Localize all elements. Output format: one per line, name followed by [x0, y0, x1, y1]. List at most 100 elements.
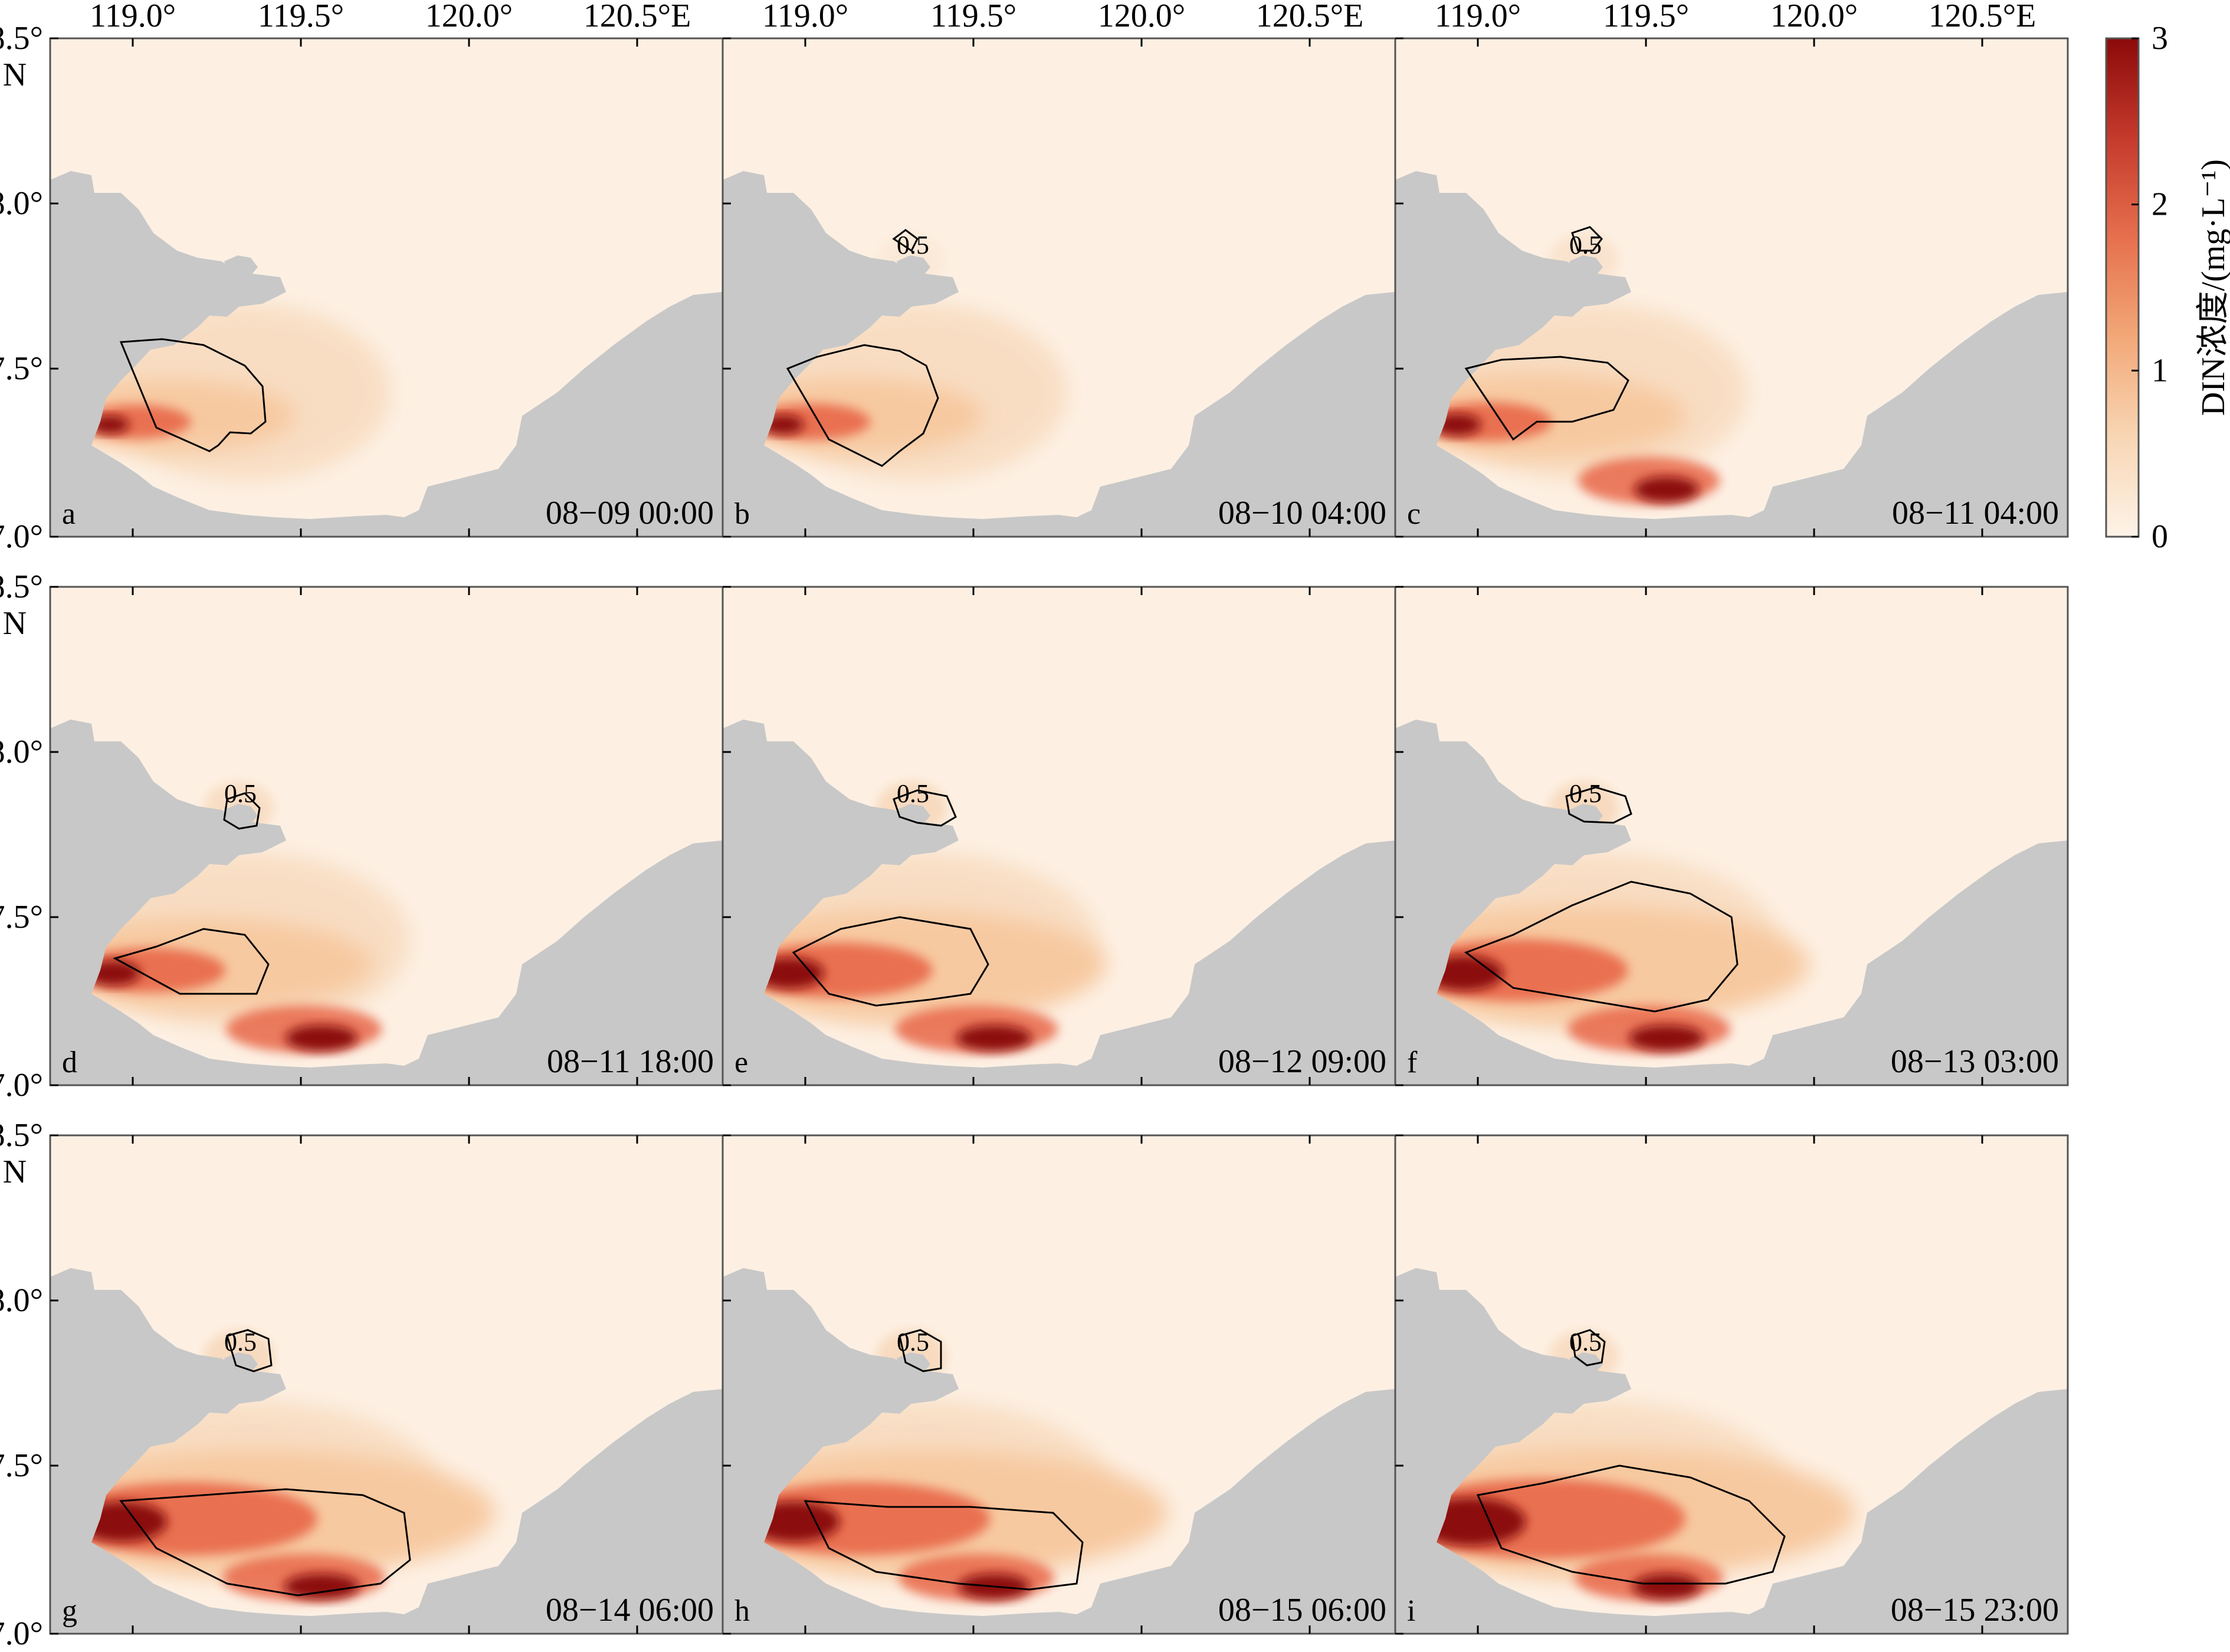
contour-label: 0.5 [1569, 231, 1602, 260]
panel-letter: d [62, 1046, 77, 1079]
colorbar-gradient [2105, 37, 2140, 538]
y-tick-label: 38.5° [0, 20, 43, 57]
panel-frame [1394, 1134, 2069, 1635]
map-panel-b: 0.5 b 08−10 04:00 119.0° 119.5° 120.0° 120.5°E [722, 0, 1396, 538]
land-bay-islands [897, 255, 930, 275]
y-tick-label: 37.0° [0, 1067, 43, 1103]
din-plume [1395, 781, 1809, 1053]
contour-lines [113, 792, 270, 995]
map-panel-d: 0.5 d 08−11 18:00 38.5° 38.0° 37.5° 37.0° N [0, 569, 724, 1103]
map-panel-h: 0.5 h 08−15 06:00 [722, 1134, 1396, 1635]
land-south [1395, 1389, 2068, 1634]
panel-letter: a [62, 497, 76, 531]
contour-lines [1476, 1329, 1786, 1585]
y-tick-label: 38.0° [0, 185, 43, 222]
land-bay-islands [224, 804, 258, 824]
x-tick-label: 120.5°E [1256, 0, 1364, 34]
panel-timestamp: 08−13 03:00 [1891, 1043, 2059, 1080]
land-south [1395, 840, 2068, 1085]
land-south [1395, 292, 2068, 537]
y-tick-label: 38.5° [0, 1117, 43, 1154]
x-tick-label: 120.5°E [583, 0, 691, 34]
din-plume [723, 1330, 1168, 1601]
contour-lines [119, 1329, 411, 1597]
contour-label: 0.5 [897, 779, 929, 808]
x-tick-label: 119.0° [1435, 0, 1521, 34]
y-tick-label: 37.0° [0, 518, 43, 555]
x-tick-label: 119.5° [258, 0, 344, 34]
land-west [1395, 1268, 1631, 1542]
panel-letter: c [1407, 497, 1421, 531]
map-panel-e: 0.5 e 08−12 09:00 [722, 586, 1396, 1086]
land-west [50, 1268, 286, 1542]
x-tick-label: 119.5° [1603, 0, 1689, 34]
panel-frame [1394, 586, 2069, 1086]
panel-timestamp: 08−11 18:00 [547, 1043, 714, 1080]
land-south [50, 292, 723, 537]
panel-timestamp: 08−15 23:00 [1891, 1592, 2059, 1628]
panel-letter: i [1407, 1594, 1415, 1628]
contour-label: 0.5 [224, 1328, 257, 1357]
contour-label: 0.5 [224, 779, 257, 808]
panel-timestamp: 08−09 00:00 [546, 495, 714, 531]
panel-letter: f [1407, 1046, 1418, 1079]
y-unit-label: N [3, 605, 27, 642]
contour-lines [786, 229, 939, 467]
din-plume [1395, 233, 1720, 504]
land-south [50, 840, 723, 1085]
contour-label: 0.5 [1569, 1328, 1602, 1357]
contour-lines [1464, 786, 1739, 1013]
colorbar-label: DIN浓度/(mg·L⁻¹) [2195, 159, 2230, 416]
contour-lines [792, 789, 989, 1007]
x-tick-label: 120.5°E [1929, 0, 2036, 34]
land-west [723, 1268, 959, 1542]
din-plume [723, 781, 1106, 1053]
map-panel-c: 0.5 c 08−11 04:00 119.0° 119.5° 120.0° 120.5°E [1394, 0, 2069, 538]
x-tick-label: 120.0° [1098, 0, 1185, 34]
y-tick-label: 37.0° [0, 1615, 43, 1652]
y-unit-label: N [3, 57, 27, 93]
contour-lines [1464, 226, 1629, 441]
din-plume [1395, 1330, 1855, 1601]
y-tick-label: 37.5° [0, 1447, 43, 1484]
land-west [723, 720, 959, 994]
land-bay-islands [224, 255, 258, 275]
land-bay-islands [1569, 255, 1603, 275]
panel-timestamp: 08−12 09:00 [1218, 1043, 1386, 1080]
x-tick-label: 120.0° [425, 0, 513, 34]
x-tick-label: 119.0° [762, 0, 848, 34]
land-west [1395, 171, 1631, 445]
x-tick-label: 120.0° [1770, 0, 1858, 34]
contour-label: 0.5 [1569, 779, 1602, 808]
colorbar-tick-label: 3 [2152, 20, 2168, 57]
land-south [50, 1389, 723, 1634]
contour-label: 0.5 [897, 1328, 929, 1357]
colorbar-tick-label: 0 [2152, 518, 2168, 555]
land-west [1395, 720, 1631, 994]
panel-letter: b [734, 497, 750, 531]
contour-label: 0.5 [897, 231, 929, 260]
land-west [50, 171, 286, 445]
y-tick-label: 38.0° [0, 734, 43, 770]
colorbar: 3 2 1 0 DIN浓度/(mg·L⁻¹) [2105, 20, 2230, 555]
y-tick-label: 37.5° [0, 350, 43, 387]
map-panel-i: 0.5 i 08−15 23:00 [1394, 1134, 2069, 1635]
y-tick-label: 38.5° [0, 569, 43, 605]
land-west [723, 171, 959, 445]
panel-letter: g [62, 1594, 77, 1628]
map-panel-a: a 08−09 00:00 38.5° 38.0° 37.5° 37.0° N 119.0° 1… [0, 0, 724, 555]
land-bay-islands [224, 1352, 258, 1372]
map-panel-g: 0.5 g 08−14 06:00 38.5° 38.0° 37.5° 37.0° N [0, 1117, 724, 1652]
x-tick-label: 119.5° [930, 0, 1016, 34]
y-unit-label: N [3, 1154, 27, 1190]
land-south [723, 292, 1395, 537]
panel-letter: h [734, 1594, 750, 1628]
y-tick-label: 38.0° [0, 1282, 43, 1319]
land-west [50, 720, 286, 994]
panel-timestamp: 08−11 04:00 [1892, 495, 2059, 531]
panel-letter: e [734, 1046, 748, 1079]
panel-frame [1394, 37, 2069, 538]
colorbar-tick-label: 1 [2152, 352, 2168, 389]
colorbar-tick-label: 2 [2152, 186, 2168, 223]
x-tick-label: 119.0° [90, 0, 176, 34]
